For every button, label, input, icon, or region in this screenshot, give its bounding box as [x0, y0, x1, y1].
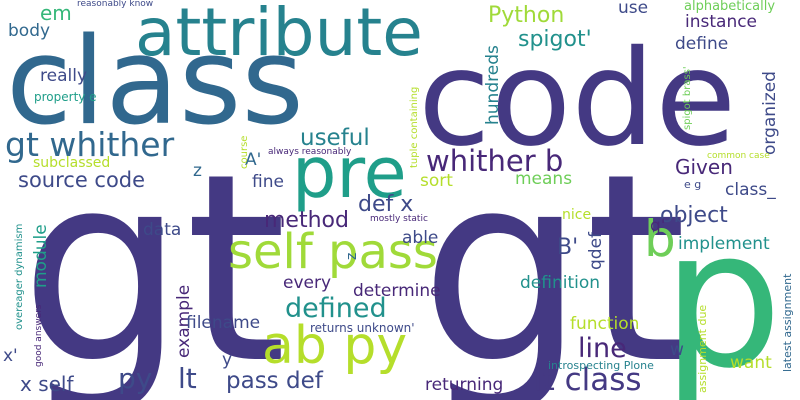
word-cloud-word: def x [358, 192, 414, 217]
word-cloud-word: alphabetically [684, 0, 776, 14]
word-cloud-word: ab py [262, 316, 408, 376]
word-cloud-word: always reasonably [268, 147, 352, 157]
word-cloud-word: pre [292, 132, 407, 214]
word-cloud-word: attribute [135, 0, 423, 71]
word-cloud-word: self pass [228, 224, 438, 280]
word-cloud-word: implement [678, 234, 770, 254]
word-cloud-word: line [578, 333, 627, 364]
word-cloud-word: function [570, 314, 640, 334]
word-cloud-word: definition [520, 273, 601, 293]
word-cloud-word: whither b [426, 144, 564, 178]
word-cloud-word: means [515, 169, 573, 189]
word-cloud-word: lt [178, 362, 197, 395]
word-cloud-word: A' [245, 150, 262, 170]
word-cloud-word: spigot brass' [682, 66, 693, 130]
word-cloud-word: data [143, 220, 182, 240]
word-cloud-word: hundreds [483, 45, 503, 125]
word-cloud-word: property e [34, 90, 97, 104]
word-cloud-word: defined [285, 293, 387, 324]
word-cloud-word: really [40, 66, 87, 86]
word-cloud-word: module [31, 224, 51, 288]
word-cloud-word: w [670, 340, 684, 360]
word-cloud-word: introspecting Plone [548, 359, 654, 372]
word-cloud-word: em [40, 1, 72, 25]
word-cloud-word: py [118, 362, 153, 395]
word-cloud-word: fine [252, 172, 284, 192]
word-cloud-word: x' [3, 346, 18, 366]
word-cloud-word: useful [300, 125, 370, 151]
word-cloud-word: every [283, 273, 332, 293]
word-cloud-word: filename [186, 313, 261, 333]
word-cloud-word: overeager dynamism [14, 223, 25, 330]
word-cloud-word: returns unknown' [310, 321, 415, 335]
word-cloud-word: source code [18, 168, 146, 192]
word-cloud-word: want [730, 353, 772, 373]
word-cloud-word: tuple containing [409, 86, 420, 168]
word-cloud-word: code [418, 22, 737, 176]
word-cloud-word: reasonably know [77, 0, 154, 9]
word-cloud-word: q' [650, 216, 666, 236]
word-cloud-word: class [6, 13, 304, 152]
word-cloud-word: qdef [586, 231, 606, 270]
word-cloud-word: good answers [34, 304, 44, 368]
word-cloud-word: Python [488, 3, 565, 28]
word-cloud-word: instance [685, 12, 758, 32]
word-cloud-word: define [675, 34, 729, 54]
word-cloud-word: body [8, 21, 51, 41]
word-cloud-word: x self [20, 372, 74, 396]
word-cloud-word: returning [425, 375, 504, 395]
word-cloud-word: spigot' [518, 27, 592, 52]
word-cloud-word: z [193, 161, 202, 181]
word-cloud-word: pass def [226, 368, 323, 394]
word-cloud-word: object [660, 203, 728, 228]
word-cloud-word: common case [707, 151, 770, 161]
word-cloud-word: sort [420, 171, 453, 191]
word-cloud-word: organized [760, 71, 780, 155]
word-cloud-word: gt [20, 119, 287, 400]
word-cloud-word: course [239, 135, 250, 169]
word-cloud-word: nice [562, 207, 592, 223]
word-cloud-word: y [222, 350, 233, 370]
word-cloud-word: use [618, 0, 649, 18]
word-cloud-word: able [402, 228, 439, 248]
word-cloud-word: method [264, 208, 349, 233]
word-cloud-word: B' [557, 235, 579, 260]
word-cloud-word: z [344, 252, 360, 260]
word-cloud-word: determine [353, 281, 441, 301]
word-cloud-word: lt class [534, 362, 642, 398]
word-cloud-word: assignment due [696, 304, 709, 393]
word-cloud-word: latest assignment [781, 273, 794, 372]
word-cloud-word: gt whither [5, 125, 175, 164]
word-cloud-word: class_ [725, 180, 776, 200]
word-cloud-word: mostly static [370, 214, 428, 224]
word-cloud-word: Given [675, 155, 733, 179]
word-cloud-word: subclassed [33, 155, 111, 171]
word-cloud-word: e g [684, 178, 702, 191]
word-cloud-word: p [662, 189, 783, 400]
word-cloud-word: b [644, 210, 676, 268]
word-cloud-word: gt [420, 119, 687, 400]
